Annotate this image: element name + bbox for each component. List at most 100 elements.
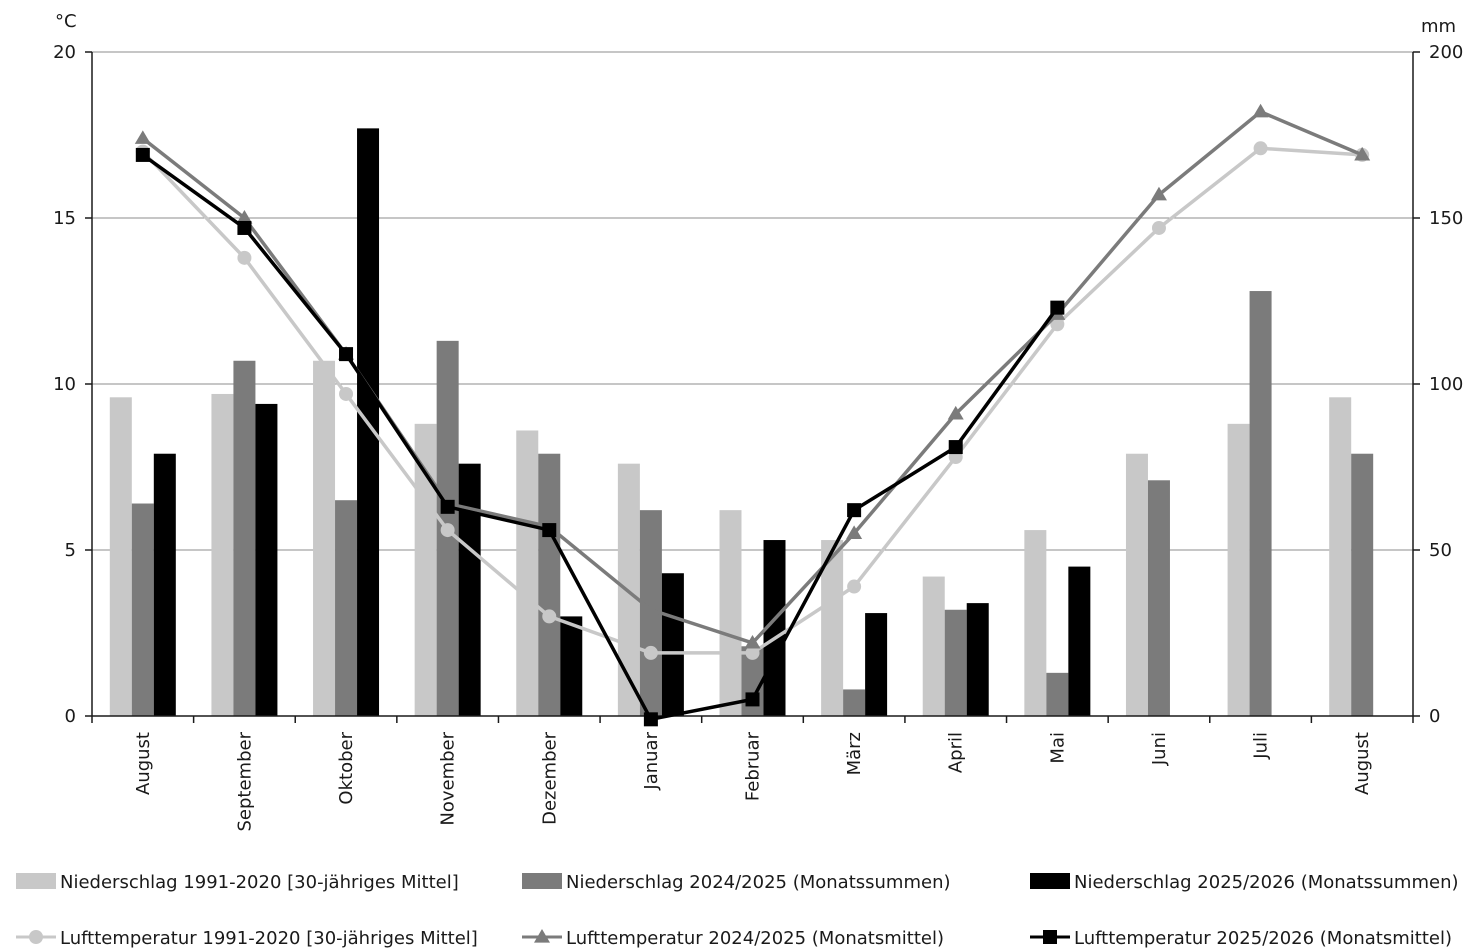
legend-label: Lufttemperatur 2025/2026 (Monatsmittel) — [1074, 928, 1452, 949]
line-point — [440, 523, 455, 538]
bar — [1351, 453, 1374, 716]
bar — [821, 540, 844, 716]
axes — [85, 51, 1420, 723]
month-label: Juli — [1251, 732, 1272, 760]
line-point — [1150, 186, 1167, 201]
month-label: November — [438, 731, 459, 825]
line-point — [1151, 220, 1166, 235]
line-point — [948, 440, 963, 455]
month-label: April — [946, 732, 967, 773]
bar-marks — [109, 128, 1374, 717]
legend-label: Niederschlag 2024/2025 (Monatssummen) — [566, 872, 951, 893]
bar — [153, 453, 176, 716]
line-point — [135, 147, 150, 162]
line-point — [643, 645, 658, 660]
legend-swatch — [1030, 873, 1070, 889]
line-point — [1050, 317, 1065, 332]
series-line — [141, 153, 1059, 722]
legend-label: Lufttemperatur 2024/2025 (Monatsmittel) — [566, 928, 944, 949]
bar — [131, 503, 154, 716]
line-point — [847, 503, 862, 518]
bar — [109, 397, 132, 716]
month-label: Januar — [641, 731, 662, 790]
left-tick-label: 10 — [53, 374, 76, 395]
bar — [843, 689, 866, 716]
legend: Niederschlag 1991-2020 [30-jähriges Mitt… — [16, 872, 1459, 949]
bar — [1125, 453, 1148, 716]
bar — [1024, 530, 1047, 716]
month-label: Mai — [1047, 732, 1068, 764]
left-tick-label: 20 — [53, 42, 76, 63]
bar — [1227, 423, 1250, 716]
bar — [458, 463, 481, 716]
left-tick-label: 15 — [53, 208, 76, 229]
bar — [313, 360, 336, 716]
line-point — [846, 525, 863, 539]
line-point — [29, 930, 43, 944]
bar — [1046, 672, 1069, 716]
line-point — [1253, 141, 1268, 156]
month-label: August — [1352, 732, 1373, 795]
month-label: Juni — [1149, 732, 1170, 766]
right-tick-label: 200 — [1429, 42, 1463, 63]
bar — [516, 430, 539, 716]
legend-swatch — [16, 873, 56, 889]
bar — [211, 393, 234, 716]
grid-lines — [92, 51, 1413, 551]
month-label: Oktober — [336, 731, 357, 804]
bar — [922, 576, 945, 716]
line-point — [236, 210, 253, 224]
line-point — [947, 405, 964, 420]
legend-label: Lufttemperatur 1991-2020 [30-jähriges Mi… — [60, 928, 478, 949]
line-point — [1354, 146, 1371, 161]
line-point — [744, 634, 761, 649]
line-point — [847, 579, 862, 594]
line-point — [440, 499, 455, 514]
left-axis-unit: °C — [55, 11, 77, 32]
month-label: September — [234, 731, 255, 831]
bar — [865, 613, 888, 716]
bar — [966, 603, 989, 716]
line-point — [542, 523, 557, 538]
legend-swatch — [522, 873, 562, 889]
line-point — [1043, 930, 1057, 944]
line-point — [1252, 103, 1269, 118]
line-point — [542, 609, 557, 624]
right-tick-label: 50 — [1429, 540, 1452, 561]
line-point — [339, 347, 354, 362]
bar — [661, 573, 684, 716]
bar — [1147, 480, 1170, 716]
line-point — [1050, 300, 1065, 315]
right-axis-unit: mm — [1421, 16, 1456, 37]
bar — [1329, 397, 1352, 716]
bar — [560, 616, 583, 716]
bar — [538, 453, 561, 716]
bar — [414, 423, 437, 716]
right-tick-label: 0 — [1429, 706, 1440, 727]
line-point — [237, 250, 252, 265]
month-label: Dezember — [539, 731, 560, 824]
line-point — [642, 601, 659, 616]
bar — [233, 360, 256, 716]
left-tick-label: 5 — [65, 540, 76, 561]
bar — [944, 609, 967, 716]
line-point — [237, 220, 252, 235]
right-tick-label: 150 — [1429, 208, 1463, 229]
line-marks — [134, 103, 1371, 727]
right-tick-label: 100 — [1429, 374, 1463, 395]
month-label: August — [133, 732, 154, 795]
line-point — [134, 130, 151, 144]
bar — [719, 510, 742, 716]
line-point — [643, 712, 658, 727]
month-label: Februar — [743, 731, 764, 801]
line-point — [745, 692, 760, 707]
bar — [1249, 291, 1272, 716]
line-point — [339, 386, 354, 401]
bar — [335, 500, 358, 716]
left-tick-label: 0 — [65, 706, 76, 727]
line-point — [745, 645, 760, 660]
bar — [1068, 566, 1091, 716]
bar — [255, 403, 278, 716]
